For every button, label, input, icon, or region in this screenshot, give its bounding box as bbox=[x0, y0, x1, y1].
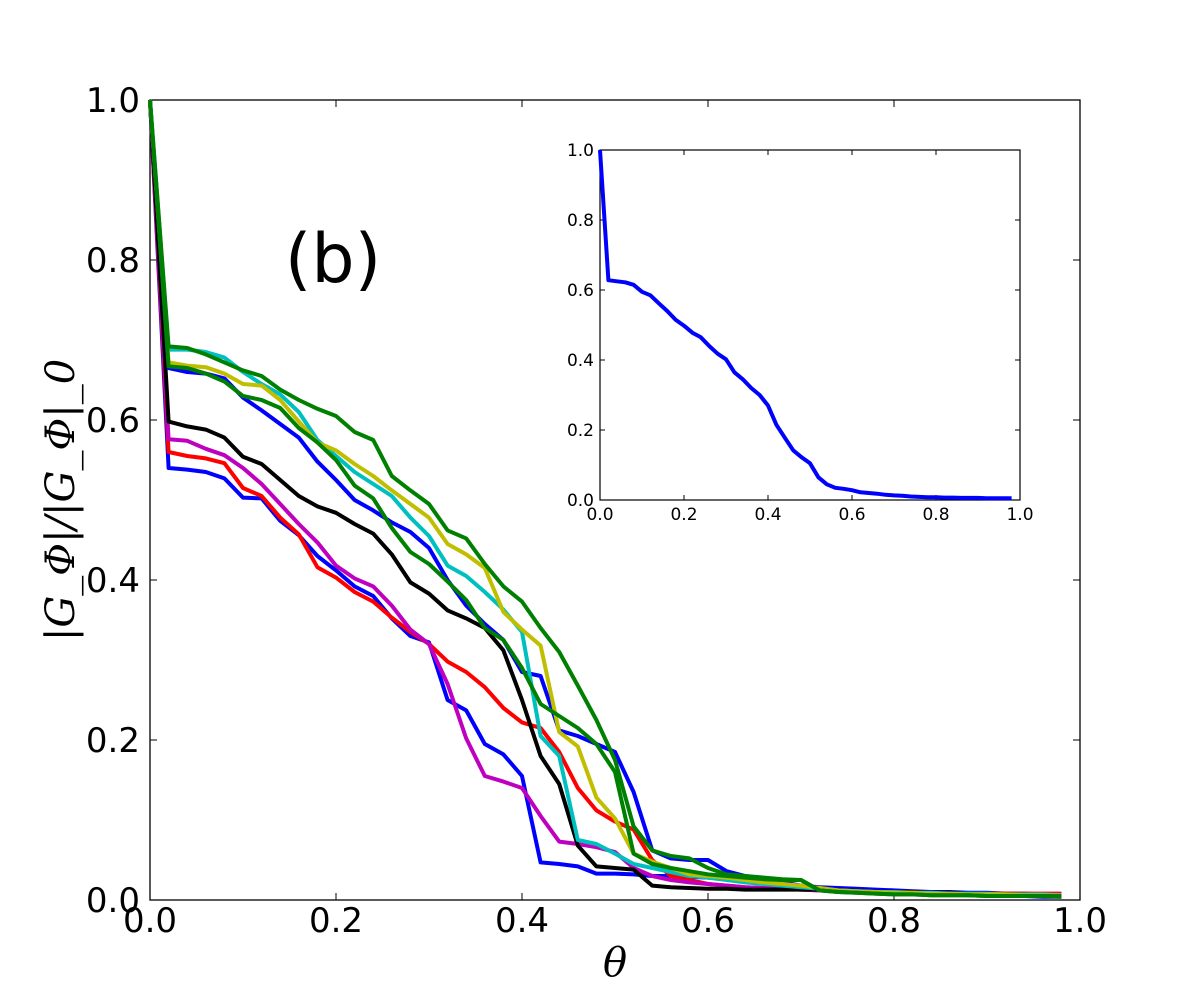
x-axis-label: θ bbox=[603, 940, 627, 986]
main-ticks bbox=[149, 99, 1081, 901]
main-x-tick-label: 0.2 bbox=[309, 901, 363, 941]
inset-y-tick-label: 0.8 bbox=[567, 211, 594, 231]
inset-y-tick-label: 0.4 bbox=[567, 351, 594, 371]
inset-x-tick-label: 0.8 bbox=[922, 505, 949, 525]
inset-tick-labels: 0.0 0.2 0.4 0.6 0.8 1.0 0.0 0.2 0.4 0.6 0.8 1.0 bbox=[567, 141, 1034, 525]
inset-x-tick-label: 1.0 bbox=[1006, 505, 1033, 525]
inset-y-tick-label: 0.6 bbox=[567, 281, 594, 301]
main-y-tick-label: 1.0 bbox=[86, 81, 140, 121]
inset-plot: 0.0 0.2 0.4 0.6 0.8 1.0 0.0 0.2 0.4 0.6 0.8 1.0 bbox=[567, 141, 1034, 525]
main-x-tick-label: 1.0 bbox=[1053, 901, 1107, 941]
inset-series-inset-blue bbox=[598, 149, 1012, 501]
inset-x-tick-label: 0.0 bbox=[586, 505, 613, 525]
inset-x-tick-label: 0.2 bbox=[670, 505, 697, 525]
inset-x-tick-label: 0.6 bbox=[838, 505, 865, 525]
main-x-tick-label: 0.8 bbox=[867, 901, 921, 941]
inset-y-tick-label: 1.0 bbox=[567, 141, 594, 161]
main-series bbox=[148, 99, 1062, 899]
main-y-tick-label: 0.2 bbox=[86, 721, 140, 761]
main-y-tick-label: 0.8 bbox=[86, 241, 140, 281]
main-series-green-b bbox=[148, 99, 1062, 899]
inset-series bbox=[598, 149, 1012, 501]
main-y-tick-label: 0.0 bbox=[86, 881, 140, 921]
inset-y-tick-label: 0.2 bbox=[567, 421, 594, 441]
inset-plot-frame bbox=[599, 149, 1021, 501]
main-tick-labels: 0.0 0.2 0.4 0.6 0.8 1.0 0.0 0.2 0.4 0.6 0.8 1.0 bbox=[86, 81, 1107, 941]
main-x-tick-label: 0.0 bbox=[123, 901, 177, 941]
main-x-tick-label: 0.6 bbox=[681, 901, 735, 941]
main-x-tick-label: 0.4 bbox=[495, 901, 549, 941]
panel-label: (b) bbox=[285, 220, 381, 299]
y-axis-label: |G_Φ|/|G_Φ|_0 bbox=[38, 359, 84, 641]
main-y-tick-label: 0.6 bbox=[86, 401, 140, 441]
inset-y-tick-label: 0.0 bbox=[567, 491, 594, 511]
inset-x-tick-label: 0.4 bbox=[754, 505, 781, 525]
main-y-tick-label: 0.4 bbox=[86, 561, 140, 601]
